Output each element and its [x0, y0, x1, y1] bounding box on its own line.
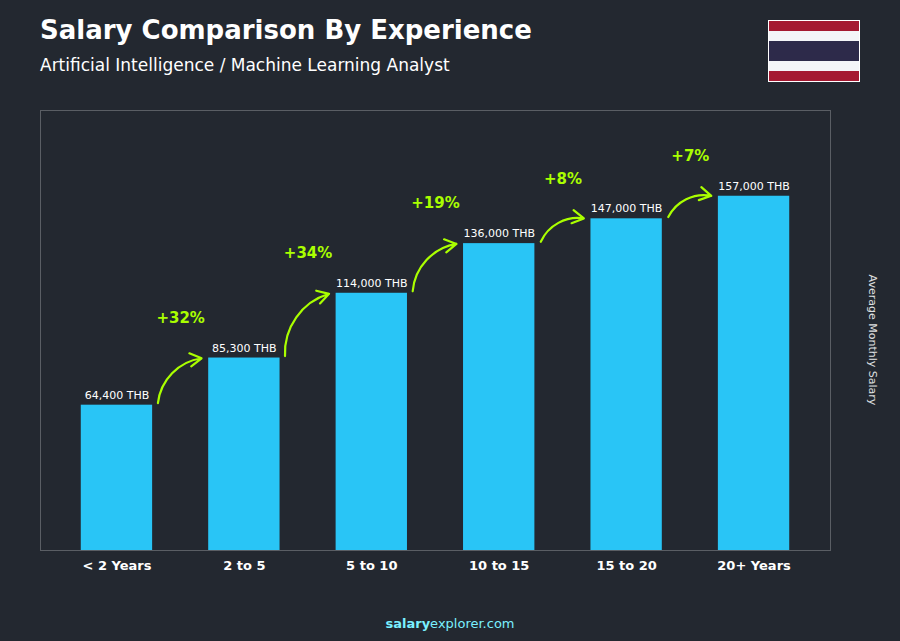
svg-text:+34%: +34%	[284, 244, 332, 262]
html-text:salary explorer.com: salary explorer.com	[385, 616, 515, 631]
svg-text:157,000 THB: 157,000 THB	[718, 180, 790, 193]
svg-text:+19%: +19%	[411, 194, 459, 212]
svg-text:5 to 10: 5 to 10	[346, 558, 397, 573]
svg-text:+7%: +7%	[671, 147, 709, 165]
html-text:Salary Comparison By Experienc: Salary Comparison By Experience	[40, 15, 532, 45]
svg-text:64,400 THB: 64,400 THB	[85, 389, 150, 402]
svg-text:+32%: +32%	[156, 309, 204, 327]
svg-text:15 to 20: 15 to 20	[596, 558, 656, 573]
svg-text:147,000 THB: 147,000 THB	[591, 202, 663, 215]
svg-text:114,000 THB: 114,000 THB	[336, 277, 408, 290]
svg-text:20+ Years: 20+ Years	[717, 558, 791, 573]
html-text:Artificial Intelligence / Mach: Artificial Intelligence / Machine Learni…	[40, 55, 450, 75]
svg-text:136,000 THB: 136,000 THB	[463, 227, 535, 240]
svg-text:2 to 5: 2 to 5	[223, 558, 265, 573]
svg-text:10 to 15: 10 to 15	[469, 558, 529, 573]
html-text:Average Monthly Salary: Average Monthly Salary	[865, 274, 879, 406]
svg-text:+8%: +8%	[544, 170, 582, 188]
svg-text:85,300 THB: 85,300 THB	[212, 342, 277, 355]
svg-text:< 2 Years: < 2 Years	[82, 558, 151, 573]
